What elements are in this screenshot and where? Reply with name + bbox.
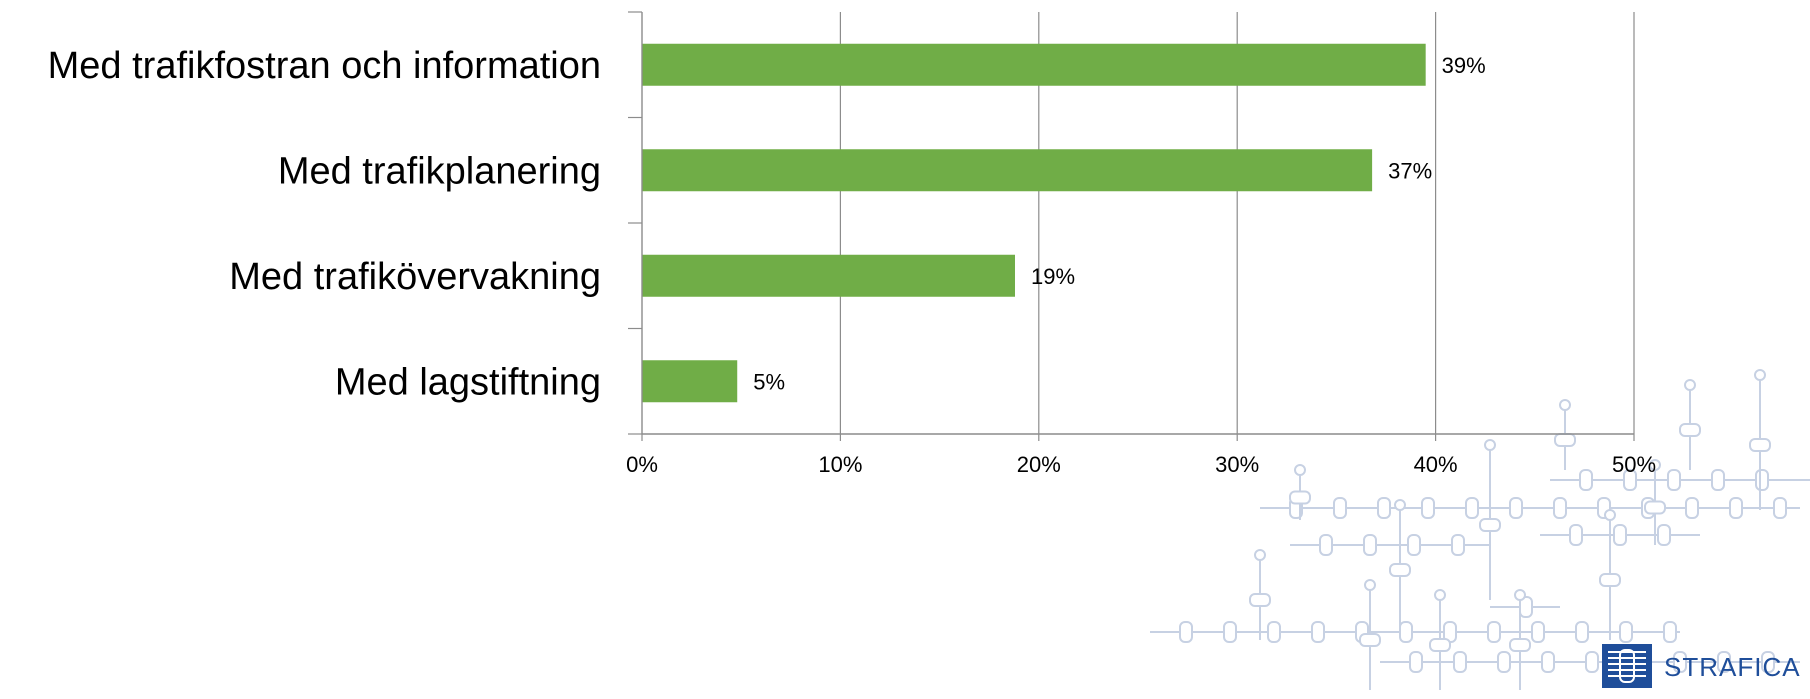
pattern-node — [1673, 651, 1687, 673]
labels: 0% 10% 20% 30% 40% 50% Med trafikfostran och i… — [48, 45, 1656, 477]
pattern-node — [1294, 464, 1306, 476]
pattern-node — [1599, 573, 1621, 587]
pattern-node — [1619, 621, 1633, 643]
pattern-node — [1407, 534, 1421, 556]
pattern-node — [1729, 497, 1743, 519]
category-label: Med lagstiftning — [335, 361, 601, 403]
data-label: 19% — [1031, 264, 1075, 289]
pattern-node — [1559, 399, 1571, 411]
pattern-node — [1389, 563, 1411, 577]
circuit-pattern-decoration — [1150, 369, 1810, 690]
pattern-node — [1644, 500, 1666, 515]
pattern-node — [1773, 497, 1787, 519]
pattern-node — [1429, 638, 1451, 652]
bar — [642, 149, 1373, 192]
pattern-node — [1541, 651, 1555, 673]
pattern-node — [1663, 621, 1677, 643]
pattern-node — [1667, 469, 1681, 491]
pattern-node — [1613, 524, 1627, 546]
category-label: Med trafikplanering — [278, 150, 601, 192]
pattern-node — [1179, 621, 1193, 643]
pattern-node — [1484, 439, 1496, 451]
pattern-node — [1311, 621, 1325, 643]
pattern-node — [1553, 497, 1567, 519]
pattern-node — [1755, 469, 1769, 491]
pattern-node — [1649, 459, 1661, 471]
pattern-node — [1604, 509, 1616, 521]
pattern-node — [1497, 651, 1511, 673]
pattern-node — [1421, 497, 1435, 519]
pattern-node — [1333, 497, 1347, 519]
pattern-node — [1479, 518, 1501, 532]
pattern-node — [1254, 549, 1266, 561]
pattern-node — [1267, 621, 1281, 643]
pattern-node — [1364, 579, 1376, 591]
logo-mark-node — [1619, 649, 1635, 683]
pattern-node — [1711, 469, 1725, 491]
pattern-node — [1409, 651, 1423, 673]
pattern-node — [1684, 379, 1696, 391]
pattern-node — [1319, 534, 1333, 556]
bar — [642, 360, 738, 403]
axes — [628, 11, 1635, 441]
pattern-node — [1575, 621, 1589, 643]
category-label: Med trafikfostran och information — [48, 45, 601, 87]
category-label: Med trafikövervakning — [229, 256, 601, 298]
pattern-node — [1514, 589, 1526, 601]
pattern-node — [1249, 593, 1271, 607]
pattern-node — [1685, 497, 1699, 519]
pattern-node — [1359, 633, 1381, 647]
pattern-node — [1717, 651, 1731, 673]
pattern-node — [1377, 497, 1391, 519]
pattern-node — [1453, 651, 1467, 673]
pattern-node — [1223, 621, 1237, 643]
pattern-node — [1657, 524, 1671, 546]
pattern-node — [1754, 369, 1766, 381]
pattern-node — [1434, 589, 1446, 601]
data-label: 37% — [1388, 158, 1432, 183]
pattern-node — [1579, 469, 1593, 491]
data-label: 39% — [1442, 53, 1486, 78]
pattern-node — [1679, 423, 1701, 437]
pattern-node — [1761, 651, 1775, 673]
bar — [642, 43, 1426, 86]
x-tick-label: 40% — [1414, 452, 1458, 477]
pattern-node — [1509, 497, 1523, 519]
x-tick-label: 30% — [1215, 452, 1259, 477]
pattern-node — [1394, 499, 1406, 511]
pattern-node — [1399, 621, 1413, 643]
x-tick-label: 10% — [818, 452, 862, 477]
logo-text: STRAFICA — [1664, 652, 1801, 682]
pattern-node — [1569, 524, 1583, 546]
pattern-node — [1363, 534, 1377, 556]
pattern-node — [1465, 497, 1479, 519]
pattern-node — [1487, 621, 1501, 643]
bars — [642, 43, 1426, 403]
pattern-node — [1585, 651, 1599, 673]
x-tick-label: 0% — [626, 452, 658, 477]
bar — [642, 254, 1015, 297]
pattern-node — [1289, 490, 1311, 505]
x-tick-label: 50% — [1612, 452, 1656, 477]
pattern-node — [1531, 621, 1545, 643]
strafica-logo: STRAFICA — [1602, 644, 1801, 688]
pattern-node — [1451, 534, 1465, 556]
pattern-node — [1623, 469, 1637, 491]
pattern-node — [1509, 638, 1531, 652]
x-tick-label: 20% — [1017, 452, 1061, 477]
data-label: 5% — [753, 369, 785, 394]
pattern-node — [1749, 438, 1771, 452]
pattern-node — [1554, 433, 1576, 447]
